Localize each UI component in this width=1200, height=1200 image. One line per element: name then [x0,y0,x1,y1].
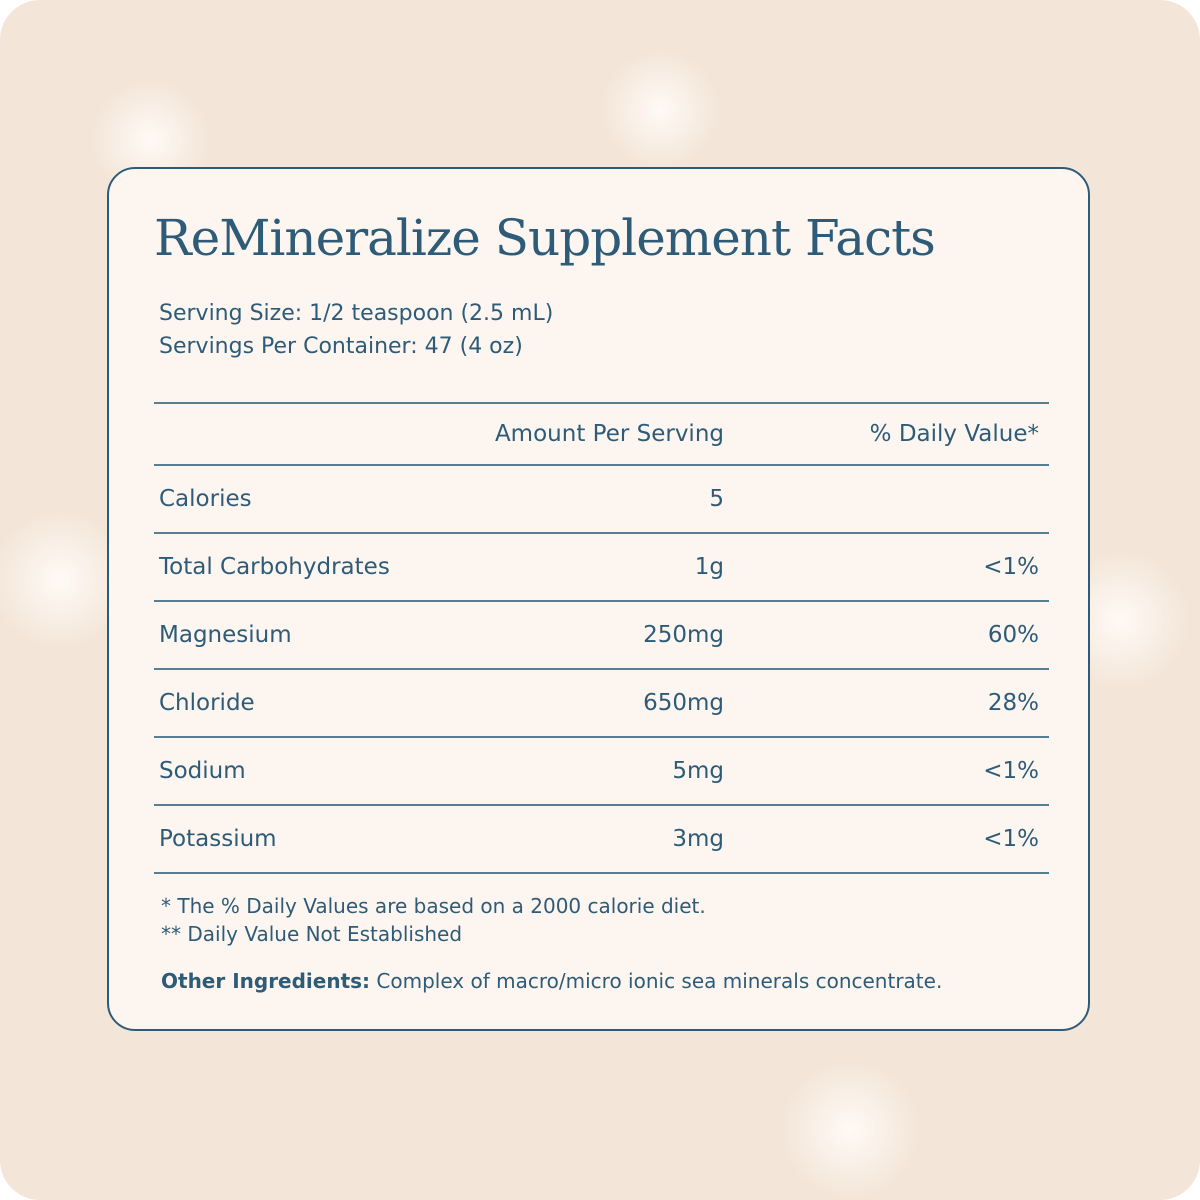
amount: 250mg [445,601,734,670]
nutrient: Sodium [154,737,446,806]
amount: 650mg [445,669,734,738]
daily-value: 28% [734,669,1049,738]
servings-per-container: Servings Per Container: 47 (4 oz) [159,334,523,359]
amount: 3mg [445,805,734,874]
table-row: Calories 5 [154,465,1049,534]
facts-table: Amount Per Serving % Daily Value* Calori… [154,402,1049,874]
header-dv: % Daily Value* [734,402,1049,466]
daily-value: <1% [734,533,1049,602]
footnote: * The % Daily Values are based on a 2000… [161,894,706,918]
daily-value: 60% [734,601,1049,670]
nutrient: Chloride [154,669,446,738]
other-ingredients: Other Ingredients: Complex of macro/micr… [161,969,942,993]
table-row: Sodium 5mg <1% [154,737,1049,806]
title: ReMineralize Supplement Facts [154,209,936,267]
header-empty [154,402,446,466]
serving-size: Serving Size: 1/2 teaspoon (2.5 mL) [159,301,554,326]
table-row: Potassium 3mg <1% [154,805,1049,874]
facts-card: ReMineralize Supplement Facts Serving Si… [107,167,1090,1031]
header-amount: Amount Per Serving [445,402,734,466]
nutrient: Potassium [154,805,446,874]
daily-value: <1% [734,805,1049,874]
amount: 5 [445,465,734,534]
table-row: Chloride 650mg 28% [154,669,1049,738]
daily-value [734,465,1049,534]
nutrient: Total Carbohydrates [154,533,446,602]
amount: 5mg [445,737,734,806]
amount: 1g [445,533,734,602]
daily-value: <1% [734,737,1049,806]
footnote: ** Daily Value Not Established [161,922,463,946]
nutrient: Magnesium [154,601,446,670]
other-label: Other Ingredients: [161,969,371,993]
other-text: Complex of macro/micro ionic sea mineral… [376,969,943,993]
table-row: Total Carbohydrates 1g <1% [154,533,1049,602]
nutrient: Calories [154,465,446,534]
table-row: Magnesium 250mg 60% [154,601,1049,670]
